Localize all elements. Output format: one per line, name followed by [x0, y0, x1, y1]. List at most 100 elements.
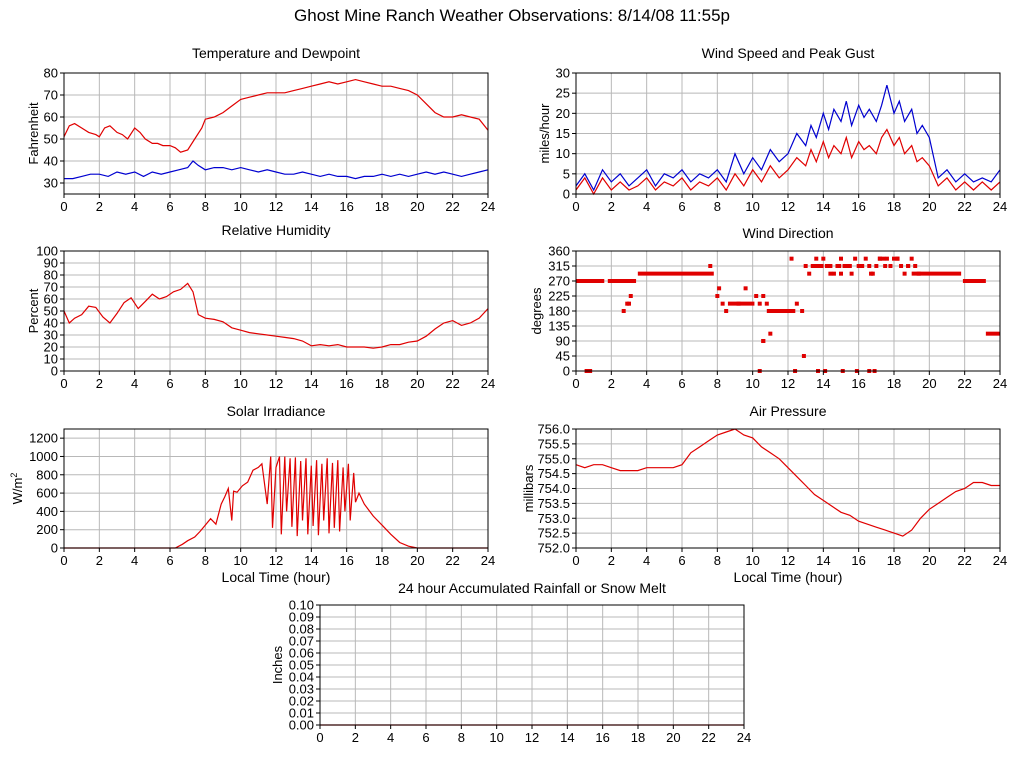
x-tick-label: 4	[643, 376, 650, 391]
x-tick-label: 16	[851, 376, 865, 391]
x-tick-label: 22	[957, 553, 971, 568]
x-tick-label: 10	[233, 199, 247, 214]
x-axis-label: Local Time (hour)	[222, 569, 331, 585]
y-tick-label: 360	[548, 244, 570, 259]
x-tick-label: 24	[993, 376, 1007, 391]
direction-point	[849, 271, 854, 276]
y-tick-label: 270	[548, 274, 570, 289]
x-tick-label: 0	[60, 199, 67, 214]
x-tick-label: 2	[608, 553, 615, 568]
direction-point	[819, 264, 824, 268]
x-tick-label: 4	[131, 199, 138, 214]
direction-point	[821, 256, 826, 261]
direction-point	[824, 264, 829, 268]
x-tick-label: 12	[781, 376, 795, 391]
x-tick-label: 0	[60, 553, 67, 568]
direction-point	[814, 264, 819, 268]
y-tick-label: 0.02	[289, 694, 314, 709]
direction-point	[764, 301, 769, 306]
x-tick-label: 16	[595, 730, 609, 745]
direction-point	[874, 264, 879, 268]
direction-point	[810, 264, 815, 268]
direction-point	[757, 301, 762, 306]
y-tick-label: 756.0	[537, 422, 570, 437]
y-tick-label: 15	[556, 126, 570, 141]
x-tick-label: 12	[781, 553, 795, 568]
x-tick-label: 22	[445, 553, 459, 568]
y-tick-label: 0	[563, 364, 570, 379]
series-line-1	[64, 160, 489, 180]
x-tick-label: 8	[714, 199, 721, 214]
x-tick-label: 14	[304, 553, 318, 568]
x-tick-label: 14	[560, 730, 574, 745]
x-tick-label: 16	[339, 199, 353, 214]
y-tick-label: 225	[548, 289, 570, 304]
direction-point	[794, 301, 799, 306]
x-tick-label: 6	[166, 376, 173, 391]
direction-point	[892, 256, 896, 261]
y-tick-label: 90	[44, 256, 58, 271]
chart-title: Wind Speed and Peak Gust	[702, 45, 875, 61]
chart-pressure: 0 2 4 6 8 10 12 14 16 18 20 22 24752.0752.5753.0753.…	[521, 403, 1007, 585]
chart-rain: 0 2 4 6 8 10 12 14 16 18 20 22 240.000.010.020.030.0…	[270, 580, 751, 745]
direction-point	[909, 256, 914, 261]
y-axis-label: Percent	[26, 288, 41, 333]
x-tick-label: 10	[233, 553, 247, 568]
y-tick-label: 754.5	[537, 466, 570, 481]
x-tick-label: 16	[851, 199, 865, 214]
y-tick-label: 180	[548, 304, 570, 319]
x-tick-label: 10	[745, 553, 759, 568]
x-tick-label: 0	[316, 730, 323, 745]
direction-point	[839, 271, 843, 276]
x-tick-label: 20	[922, 199, 936, 214]
x-tick-label: 4	[131, 553, 138, 568]
x-tick-label: 20	[410, 199, 424, 214]
x-tick-label: 14	[816, 553, 830, 568]
direction-point	[801, 354, 806, 358]
y-tick-label: 0.07	[289, 634, 314, 649]
direction-point	[847, 264, 852, 268]
x-tick-label: 12	[269, 376, 283, 391]
y-tick-label: 752.5	[537, 526, 570, 541]
y-tick-label: 20	[44, 340, 58, 355]
x-tick-label: 18	[631, 730, 645, 745]
x-tick-label: 0	[572, 376, 579, 391]
y-tick-label: 0.06	[289, 646, 314, 661]
direction-point	[828, 264, 833, 268]
chart-title: Air Pressure	[749, 403, 826, 419]
x-tick-label: 2	[608, 376, 615, 391]
y-tick-label: 80	[44, 66, 58, 81]
chart-title: Temperature and Dewpoint	[192, 45, 360, 61]
x-tick-label: 6	[678, 553, 685, 568]
direction-point	[789, 256, 794, 261]
chart-temp: 0 2 4 6 8 10 12 14 16 18 20 22 24304050607080Tempera…	[26, 45, 495, 214]
y-tick-label: 0	[563, 187, 570, 202]
y-tick-label: 200	[36, 522, 58, 537]
direction-point	[743, 286, 748, 291]
x-tick-label: 2	[96, 376, 103, 391]
y-tick-label: 10	[556, 146, 570, 161]
series-line-1	[575, 128, 1001, 196]
x-tick-label: 4	[643, 553, 650, 568]
y-tick-label: 25	[556, 86, 570, 101]
y-tick-label: 135	[548, 319, 570, 334]
page-title: Ghost Mine Ranch Weather Observations: 8…	[294, 6, 730, 25]
direction-point	[791, 309, 796, 313]
direction-point	[831, 271, 836, 276]
x-tick-label: 22	[957, 199, 971, 214]
direction-point	[916, 271, 921, 276]
x-tick-label: 10	[489, 730, 503, 745]
chart-direction: 0 2 4 6 8 10 12 14 16 18 20 22 240459013518022527031…	[529, 225, 1007, 391]
direction-point	[754, 294, 759, 298]
y-tick-label: 90	[556, 334, 570, 349]
series-line-0	[575, 84, 1001, 192]
y-tick-label: 100	[36, 244, 58, 259]
y-axis-label: degrees	[529, 287, 544, 334]
y-axis-label-superscript: 2	[9, 473, 19, 478]
y-axis-label: Fahrenheit	[26, 102, 41, 165]
chart-title: 24 hour Accumulated Rainfall or Snow Mel…	[398, 580, 666, 596]
x-axis-label: Local Time (hour)	[734, 569, 843, 585]
direction-point	[627, 301, 631, 306]
direction-point	[863, 256, 868, 261]
direction-point	[902, 271, 907, 276]
